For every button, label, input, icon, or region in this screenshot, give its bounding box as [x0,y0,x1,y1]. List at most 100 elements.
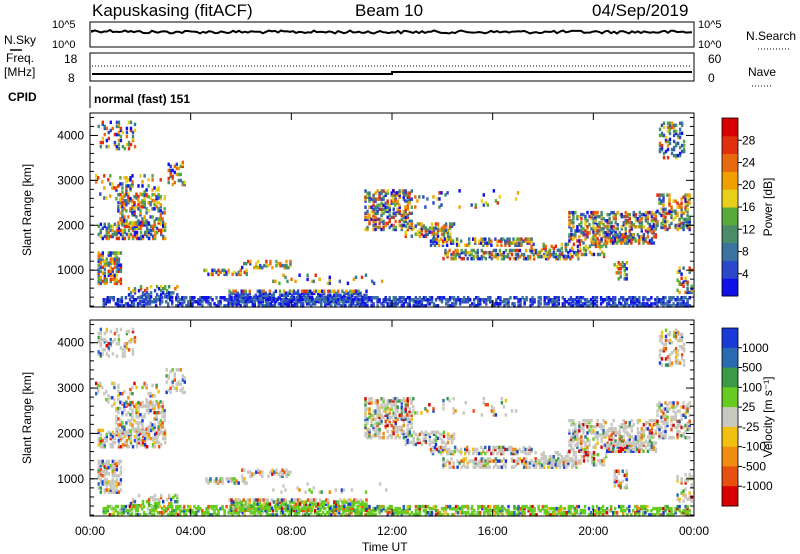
heatmap-cell [418,234,422,238]
heatmap-cell [686,197,689,201]
heatmap-cell [588,244,592,249]
heatmap-cell [135,429,138,433]
heatmap-cell [436,296,440,300]
heatmap-cell [682,284,685,288]
heatmap-cell [97,281,100,286]
heatmap-cell [398,193,401,197]
heatmap-cell [524,239,527,243]
heatmap-cell [133,128,137,133]
heatmap-cell [113,253,117,257]
heatmap-cell [674,131,678,136]
heatmap-cell [109,234,112,239]
heatmap-cell [592,463,596,467]
heatmap-cell [668,121,672,125]
heatmap-cell [598,223,601,227]
heatmap-cell [606,227,609,231]
heatmap-cell [268,289,272,293]
heatmap-cell [678,433,681,438]
heatmap-cell [295,302,299,306]
heatmap-cell [662,429,665,434]
heatmap-cell [568,225,571,229]
heatmap-cell [117,340,121,344]
heatmap-cell [626,433,629,437]
heatmap-cell [137,219,140,223]
heatmap-cell [450,465,453,469]
heatmap-cell [581,296,585,300]
heatmap-cell [113,440,117,445]
heatmap-cell [650,231,654,235]
heatmap-cell [282,297,286,302]
heatmap-cell [650,227,654,231]
heatmap-cell [612,304,615,308]
heatmap-cell [153,230,157,235]
heatmap-cell [400,425,403,430]
heatmap-cell [343,297,346,302]
heatmap-cell [410,425,413,430]
heatmap-cell [384,407,387,411]
heatmap-cell [652,231,656,235]
heatmap-cell [261,265,264,270]
heatmap-cell [522,445,525,450]
heatmap-cell [217,268,220,273]
heatmap-cell [133,203,136,207]
heatmap-cell [248,295,251,299]
heatmap-cell [658,427,661,432]
heatmap-cell [472,248,475,253]
heatmap-cell [400,417,403,421]
heatmap-cell [258,293,261,297]
heatmap-cell [376,205,379,209]
heatmap-cell [176,499,179,504]
heatmap-cell [596,435,599,439]
heatmap-cell [139,421,142,425]
heatmap-cell [523,298,526,302]
heatmap-cell [161,425,164,429]
heatmap-cell [592,227,595,231]
heatmap-cell [287,470,290,474]
heatmap-cell [281,302,285,306]
heatmap-cell [487,298,490,302]
heatmap-cell [608,219,611,223]
heatmap-cell [244,295,247,299]
heatmap-cell [301,304,305,308]
heatmap-cell [139,234,143,239]
heatmap-cell [317,299,320,304]
heatmap-cell [624,237,627,241]
heatmap-cell [516,252,520,257]
heatmap-cell [270,299,274,304]
heatmap-cell [97,467,100,472]
heatmap-cell [628,217,631,221]
heatmap-cell [384,425,387,430]
heatmap-cell [199,302,202,306]
heatmap-cell [157,221,160,225]
heatmap-cell [572,423,575,427]
heatmap-cell [642,225,646,229]
heatmap-cell [111,186,114,190]
heatmap-cell [680,123,684,128]
heatmap-cell [103,490,106,494]
heatmap-cell [623,265,626,269]
heatmap-cell [398,203,401,207]
heatmap-cell [286,291,290,295]
heatmap-cell [514,241,517,245]
heatmap-cell [620,227,623,231]
heatmap-cell [109,484,112,488]
heatmap-cell [306,297,310,302]
heatmap-cell [402,423,405,428]
heatmap-cell [143,201,146,205]
heatmap-cell [632,437,635,441]
heatmap-cell [575,300,579,304]
heatmap-cell [119,431,122,435]
heatmap-cell [110,296,113,300]
heatmap-cell [121,195,124,199]
heatmap-cell [551,298,554,302]
heatmap-cell [285,265,288,270]
heatmap-cell [670,215,673,220]
heatmap-cell [414,442,417,447]
heatmap-cell [404,232,407,236]
heatmap-cell [596,252,600,257]
heatmap-cell [644,217,648,221]
heatmap-cell [107,482,110,486]
heatmap-cell [109,329,112,334]
heatmap-cell [545,296,548,300]
